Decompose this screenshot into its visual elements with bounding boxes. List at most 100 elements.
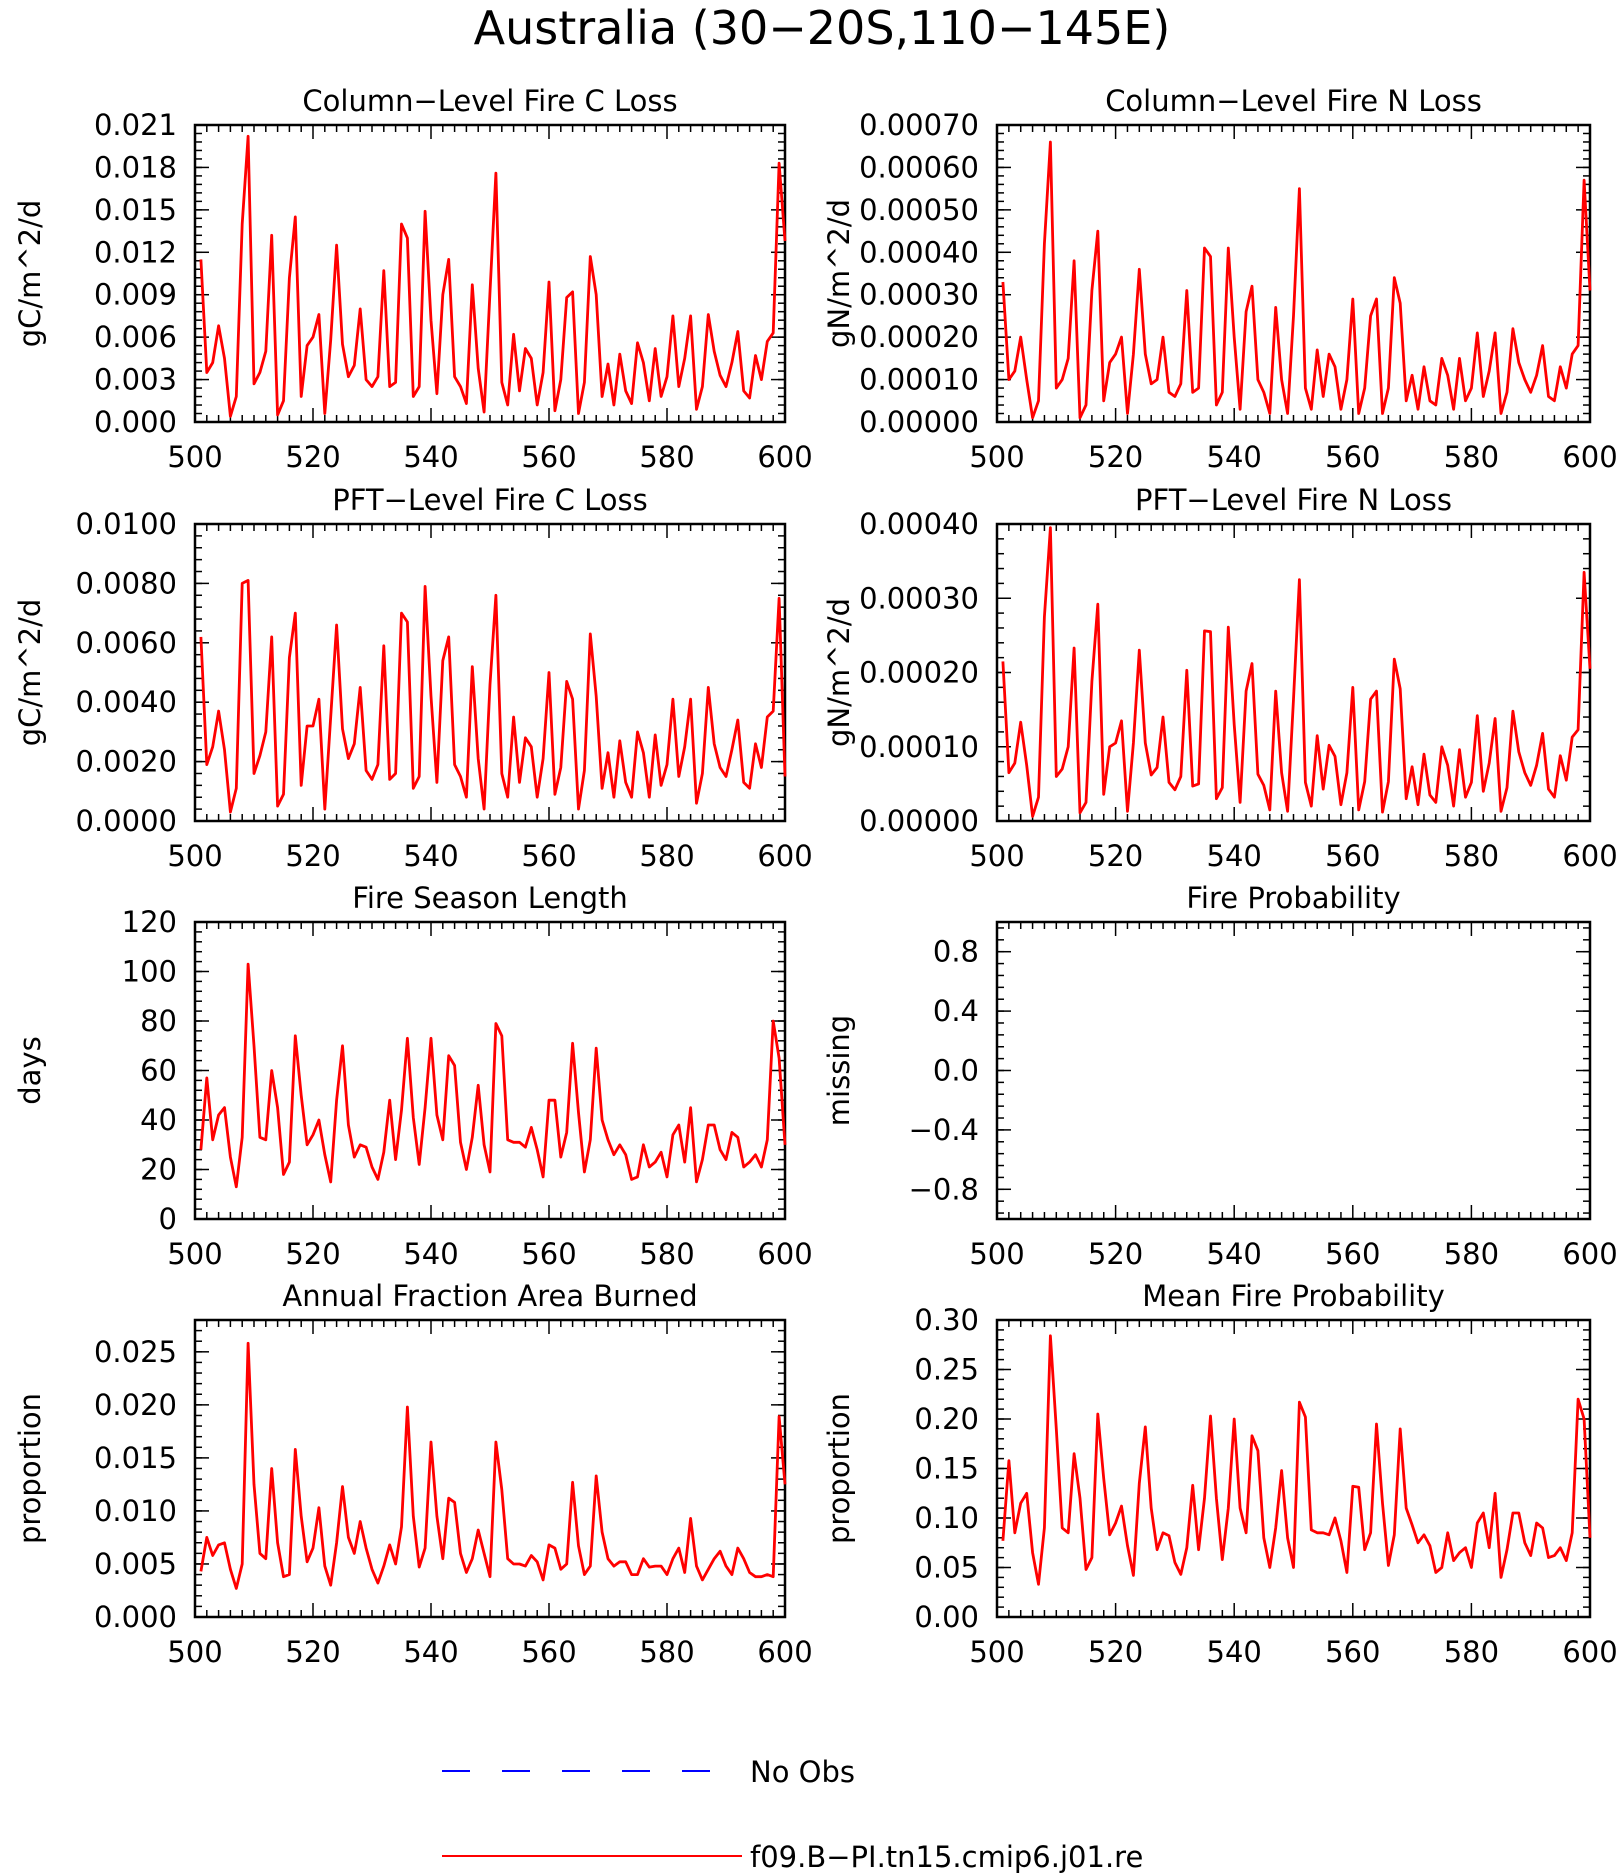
y-tick-label: 0.010 — [94, 1494, 177, 1528]
legend: No Obs f09.B−PI.tn15.cmip6.j01.re — [442, 1755, 1143, 1874]
x-tick-label: 520 — [1088, 839, 1143, 873]
x-tick-label: 540 — [403, 839, 458, 873]
x-tick-label: 540 — [1207, 839, 1262, 873]
y-tick-label: 0.009 — [94, 278, 177, 312]
y-tick-label: 0.00030 — [859, 581, 979, 615]
panel-title: PFT−Level Fire C Loss — [332, 483, 648, 517]
x-tick-label: 600 — [757, 440, 812, 474]
y-tick-label: 0.003 — [94, 363, 177, 397]
y-tick-label: 0.0080 — [76, 566, 177, 600]
x-tick-label: 580 — [639, 1237, 694, 1271]
y-tick-label: 0.10 — [914, 1501, 979, 1535]
y-tick-label: −0.8 — [909, 1172, 979, 1206]
x-tick-label: 500 — [167, 440, 222, 474]
x-tick-label: 520 — [1088, 1635, 1143, 1669]
y-tick-label: 0.0040 — [76, 685, 177, 719]
y-tick-label: 0.000 — [94, 1600, 177, 1634]
y-tick-label: 0.012 — [94, 235, 177, 269]
x-tick-label: 560 — [521, 1635, 576, 1669]
y-axis-label: gN/m^2/d — [822, 199, 856, 348]
x-tick-label: 580 — [639, 440, 694, 474]
y-axis-label: gC/m^2/d — [13, 200, 47, 348]
chart-panel-4: 500 520 540 560 580 600 0.00000 0.00010 0.00020 0… — [822, 483, 1618, 873]
series-line-1 — [199, 1341, 787, 1590]
y-tick-label: 0.021 — [94, 108, 177, 142]
series-line-1 — [1001, 140, 1592, 420]
y-axis-label: days — [13, 1036, 47, 1104]
x-tick-label: 560 — [1325, 839, 1380, 873]
figure-title: Australia (30−20S,110−145E) — [474, 1, 1171, 55]
x-tick-label: 580 — [639, 1635, 694, 1669]
x-tick-label: 520 — [285, 1635, 340, 1669]
y-tick-label: 0.00010 — [859, 730, 979, 764]
chart-panel-2: 500 520 540 560 580 600 0.00000 0.00010 0.00020 0… — [822, 84, 1618, 474]
series-line-1 — [1001, 526, 1592, 818]
y-tick-label: 0.8 — [933, 935, 979, 969]
x-tick-label: 520 — [1088, 1237, 1143, 1271]
plot-frame — [995, 123, 1592, 424]
plot-frame — [995, 1318, 1592, 1619]
y-tick-label: 0.20 — [914, 1402, 979, 1436]
x-tick-label: 600 — [757, 839, 812, 873]
panel-title: Fire Season Length — [352, 881, 627, 915]
chart-panel-7: 500 520 540 560 580 600 0.000 0.005 0.010 0.015 0.… — [13, 1279, 813, 1669]
plot-frame — [193, 920, 787, 1221]
x-tick-label: 500 — [167, 1635, 222, 1669]
y-tick-label: 0.0060 — [76, 626, 177, 660]
y-tick-label: −0.4 — [909, 1113, 979, 1147]
x-tick-label: 580 — [1444, 1237, 1499, 1271]
y-axis-label: missing — [822, 1015, 856, 1126]
x-tick-label: 540 — [1207, 440, 1262, 474]
y-tick-label: 0.0100 — [76, 507, 177, 541]
x-tick-label: 580 — [639, 839, 694, 873]
legend-label-obs: No Obs — [750, 1755, 855, 1789]
panel-title: PFT−Level Fire N Loss — [1135, 483, 1452, 517]
series-line-1 — [199, 579, 787, 814]
x-tick-label: 540 — [403, 1237, 458, 1271]
y-tick-label: 120 — [122, 905, 177, 939]
x-tick-label: 520 — [285, 839, 340, 873]
chart-panel-8: 500 520 540 560 580 600 0.00 0.05 0.10 0.15 0.20 0.… — [822, 1279, 1618, 1669]
x-tick-label: 560 — [521, 440, 576, 474]
x-tick-label: 500 — [969, 1635, 1024, 1669]
x-tick-label: 580 — [1444, 1635, 1499, 1669]
chart-panel-3: 500 520 540 560 580 600 0.0000 0.0020 0.0040 0.00… — [13, 483, 813, 873]
y-tick-label: 0.00020 — [859, 320, 979, 354]
y-tick-label: 0.30 — [914, 1303, 979, 1337]
x-tick-label: 540 — [1207, 1237, 1262, 1271]
x-tick-label: 540 — [403, 1635, 458, 1669]
y-tick-label: 0.0020 — [76, 745, 177, 779]
y-tick-label: 0.0000 — [76, 804, 177, 838]
y-tick-label: 0.000 — [94, 405, 177, 439]
y-tick-label: 0.00050 — [859, 193, 979, 227]
y-tick-label: 40 — [140, 1103, 177, 1137]
x-tick-label: 560 — [1325, 440, 1380, 474]
panel-title: Column−Level Fire C Loss — [302, 84, 677, 118]
legend-label-model: f09.B−PI.tn15.cmip6.j01.re — [750, 1840, 1143, 1874]
x-tick-label: 560 — [521, 1237, 576, 1271]
y-tick-label: 0.05 — [914, 1551, 979, 1585]
y-tick-label: 80 — [140, 1004, 177, 1038]
plot-frame — [995, 920, 1592, 1221]
panel-title: Column−Level Fire N Loss — [1105, 84, 1482, 118]
panel-title: Fire Probability — [1186, 881, 1400, 915]
y-tick-label: 0.00 — [914, 1600, 979, 1634]
y-tick-label: 0.0 — [933, 1054, 979, 1088]
y-axis-label: proportion — [822, 1393, 856, 1544]
y-tick-label: 60 — [140, 1054, 177, 1088]
y-tick-label: 0.015 — [94, 1441, 177, 1475]
x-tick-label: 600 — [1562, 839, 1617, 873]
y-tick-label: 0.015 — [94, 193, 177, 227]
panel-title: Mean Fire Probability — [1142, 1279, 1445, 1313]
y-axis-label: gN/m^2/d — [822, 598, 856, 747]
y-tick-label: 0 — [159, 1202, 177, 1236]
y-tick-label: 0.005 — [94, 1547, 177, 1581]
x-tick-label: 500 — [969, 440, 1024, 474]
x-tick-label: 600 — [757, 1635, 812, 1669]
y-tick-label: 0.00040 — [859, 507, 979, 541]
y-axis-label: gC/m^2/d — [13, 599, 47, 747]
x-tick-label: 520 — [1088, 440, 1143, 474]
y-tick-label: 100 — [122, 955, 177, 989]
y-tick-label: 0.00020 — [859, 656, 979, 690]
